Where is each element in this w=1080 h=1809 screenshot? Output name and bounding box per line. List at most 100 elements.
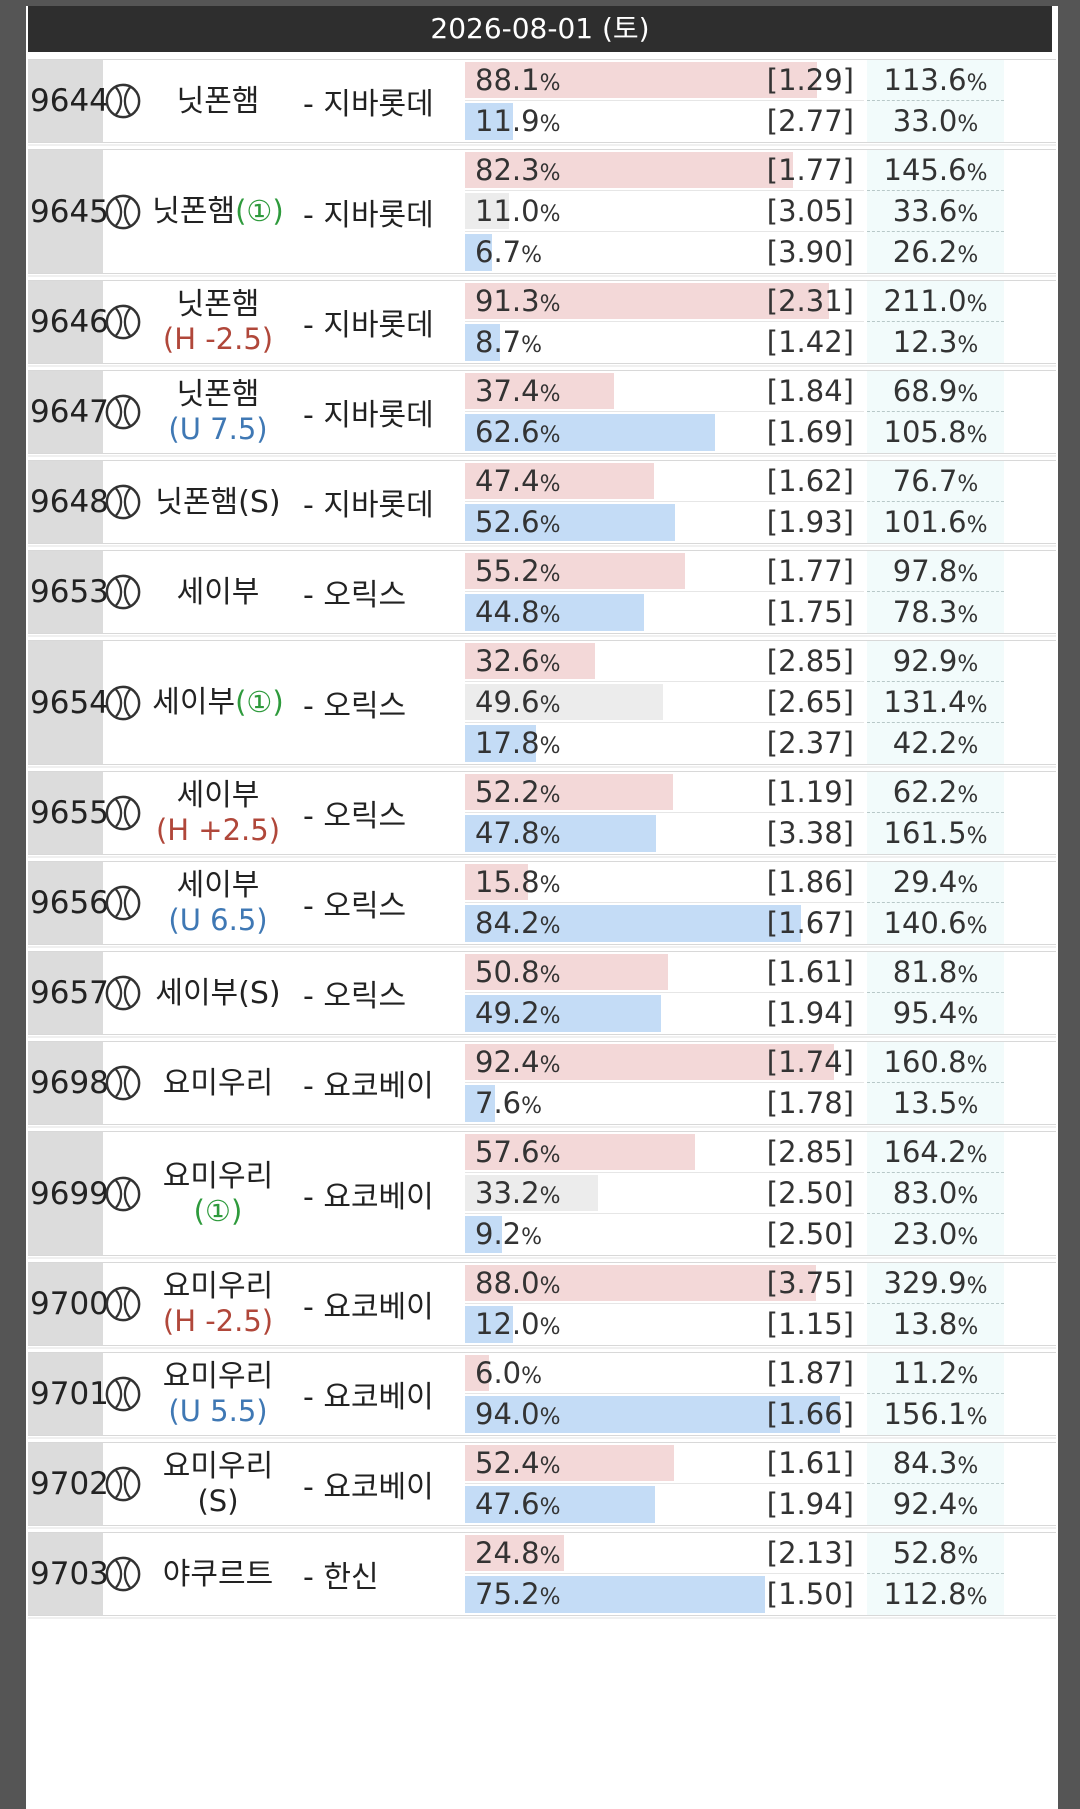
bet-distribution: 57.6% [2.85] 33.2% [2.50] 9.2% [2.50] bbox=[465, 1132, 864, 1255]
game-row[interactable]: 9648 닛폰햄(S) - 지바롯데 47.4% [1.62] 52.6% [1.93] 76… bbox=[28, 460, 1056, 547]
handicap-label: (S) bbox=[197, 1484, 239, 1518]
bet-option-home[interactable]: 32.6% [2.85] bbox=[465, 641, 864, 682]
return-value: 112.8 bbox=[883, 1577, 967, 1611]
odds-value: [1.62] bbox=[766, 464, 854, 498]
game-number: 9698 bbox=[28, 1042, 109, 1124]
bet-option-home[interactable]: 82.3% [1.77] bbox=[465, 150, 864, 191]
bet-option-away[interactable]: 44.8% [1.75] bbox=[465, 592, 864, 633]
game-row[interactable]: 9701 요미우리 (U 5.5) - 요코베이 6.0% [1.87] 94.0% [1.6… bbox=[28, 1352, 1056, 1439]
bet-option-draw[interactable]: 11.0% [3.05] bbox=[465, 191, 864, 232]
bet-option-home[interactable]: 92.4% [1.74] bbox=[465, 1042, 864, 1083]
return-unit: % bbox=[957, 603, 979, 628]
bet-option-away[interactable]: 52.6% [1.93] bbox=[465, 502, 864, 543]
game-row[interactable]: 9698 요미우리 - 요코베이 92.4% [1.74] 7.6% [1.78] 160.8… bbox=[28, 1041, 1056, 1128]
bet-option-away[interactable]: 8.7% [1.42] bbox=[465, 322, 864, 363]
game-row[interactable]: 9644 닛폰햄 - 지바롯데 88.1% [1.29] 11.9% [2.77] 113.6… bbox=[28, 59, 1056, 146]
bet-option-home[interactable]: 6.0% [1.87] bbox=[465, 1353, 864, 1394]
return-value: 68.9 bbox=[892, 374, 958, 408]
game-row[interactable]: 9646 닛폰햄 (H -2.5) - 지바롯데 91.3% [2.31] 8.7% [1.4… bbox=[28, 280, 1056, 367]
return-unit: % bbox=[957, 1315, 979, 1340]
baseball-icon bbox=[103, 281, 143, 363]
percent-value: 11.9 bbox=[475, 104, 540, 138]
bet-option-home[interactable]: 50.8% [1.61] bbox=[465, 952, 864, 993]
game-row[interactable]: 9656 세이부 (U 6.5) - 오릭스 15.8% [1.86] 84.2% [1.67… bbox=[28, 861, 1056, 948]
game-row[interactable]: 9654 세이부(①) - 오릭스 32.6% [2.85] 49.6% [2.65] 17.… bbox=[28, 640, 1056, 768]
game-number: 9654 bbox=[28, 641, 109, 764]
game-row[interactable]: 9699 요미우리 (①) - 요코베이 57.6% [2.85] 33.2% [2.50] 9… bbox=[28, 1131, 1056, 1259]
bet-option-home[interactable]: 57.6% [2.85] bbox=[465, 1132, 864, 1173]
bet-option-away[interactable]: 11.9% [2.77] bbox=[465, 101, 864, 142]
bet-option-home[interactable]: 88.0% [3.75] bbox=[465, 1263, 864, 1304]
return-column: 68.9% 105.8% bbox=[867, 371, 1004, 453]
bet-share-bar bbox=[465, 1306, 513, 1343]
bet-option-away[interactable]: 6.7% [3.90] bbox=[465, 232, 864, 273]
handicap-label: (U 6.5) bbox=[168, 903, 268, 937]
percent-value: 57.6 bbox=[475, 1135, 540, 1169]
bet-option-away[interactable]: 84.2% [1.67] bbox=[465, 903, 864, 944]
bet-option-away[interactable]: 47.8% [3.38] bbox=[465, 813, 864, 854]
home-team-name: 세이부(①) bbox=[152, 685, 283, 720]
handicap-label: (①) bbox=[235, 685, 284, 719]
bet-option-away[interactable]: 7.6% [1.78] bbox=[465, 1083, 864, 1124]
bet-share-percent: 33.2% bbox=[475, 1173, 560, 1217]
bet-option-away[interactable]: 47.6% [1.94] bbox=[465, 1484, 864, 1525]
bet-option-home[interactable]: 52.2% [1.19] bbox=[465, 772, 864, 813]
bet-option-away[interactable]: 75.2% [1.50] bbox=[465, 1574, 864, 1615]
bet-share-bar bbox=[465, 905, 801, 942]
home-team: 닛폰햄 (U 7.5) bbox=[143, 371, 293, 453]
bet-option-home[interactable]: 47.4% [1.62] bbox=[465, 461, 864, 502]
game-row[interactable]: 9655 세이부 (H +2.5) - 오릭스 52.2% [1.19] 47.8% [3.3… bbox=[28, 771, 1056, 858]
game-row[interactable]: 9653 세이부 - 오릭스 55.2% [1.77] 44.8% [1.75] 97.8% 7… bbox=[28, 550, 1056, 637]
bet-option-home[interactable]: 88.1% [1.29] bbox=[465, 60, 864, 101]
home-team-label: 요미우리 bbox=[162, 1269, 274, 1304]
game-row[interactable]: 9657 세이부(S) - 오릭스 50.8% [1.61] 49.2% [1.94] 81.… bbox=[28, 951, 1056, 1038]
bet-option-home[interactable]: 52.4% [1.61] bbox=[465, 1443, 864, 1484]
return-column: 160.8% 13.5% bbox=[867, 1042, 1004, 1124]
bet-distribution: 50.8% [1.61] 49.2% [1.94] bbox=[465, 952, 864, 1034]
percent-value: 9.2 bbox=[475, 1217, 522, 1251]
return-rate: 81.8% bbox=[867, 952, 1004, 993]
percent-unit: % bbox=[521, 1225, 543, 1250]
percent-unit: % bbox=[539, 472, 561, 497]
odds-value: [1.15] bbox=[766, 1307, 854, 1341]
game-row[interactable]: 9645 닛폰햄(①) - 지바롯데 82.3% [1.77] 11.0% [3.05] 6.… bbox=[28, 149, 1056, 277]
bet-option-away[interactable]: 49.2% [1.94] bbox=[465, 993, 864, 1034]
return-value: 13.5 bbox=[892, 1086, 958, 1120]
away-team: - 요코베이 bbox=[303, 1380, 434, 1415]
home-team: 요미우리 (U 5.5) bbox=[143, 1353, 293, 1435]
bet-option-home[interactable]: 55.2% [1.77] bbox=[465, 551, 864, 592]
game-row[interactable]: 9700 요미우리 (H -2.5) - 요코베이 88.0% [3.75] 12.0% [1… bbox=[28, 1262, 1056, 1349]
percent-value: 17.8 bbox=[475, 726, 540, 760]
percent-unit: % bbox=[539, 1315, 561, 1340]
bet-option-away[interactable]: 17.8% [2.37] bbox=[465, 723, 864, 764]
baseball-icon bbox=[103, 1353, 143, 1435]
handicap-line: (U 7.5) bbox=[168, 412, 267, 447]
percent-value: 49.2 bbox=[475, 996, 540, 1030]
bet-option-home[interactable]: 37.4% [1.84] bbox=[465, 371, 864, 412]
bet-distribution: 37.4% [1.84] 62.6% [1.69] bbox=[465, 371, 864, 453]
return-unit: % bbox=[966, 71, 988, 96]
return-rate: 76.7% bbox=[867, 461, 1004, 502]
bet-option-draw[interactable]: 33.2% [2.50] bbox=[465, 1173, 864, 1214]
odds-value: [1.61] bbox=[766, 1446, 854, 1480]
bet-share-bar bbox=[465, 1175, 598, 1211]
bet-share-percent: 82.3% bbox=[475, 150, 560, 194]
bet-option-home[interactable]: 15.8% [1.86] bbox=[465, 862, 864, 903]
odds-value: [1.94] bbox=[766, 996, 854, 1030]
percent-value: 84.2 bbox=[475, 906, 540, 940]
bet-share-percent: 75.2% bbox=[475, 1574, 560, 1618]
bet-option-away[interactable]: 62.6% [1.69] bbox=[465, 412, 864, 453]
return-column: 92.9% 131.4% 42.2% bbox=[867, 641, 1004, 764]
bet-option-draw[interactable]: 49.6% [2.65] bbox=[465, 682, 864, 723]
bet-option-home[interactable]: 91.3% [2.31] bbox=[465, 281, 864, 322]
bet-option-home[interactable]: 24.8% [2.13] bbox=[465, 1533, 864, 1574]
bet-share-percent: 6.7% bbox=[475, 232, 542, 276]
bet-option-away[interactable]: 12.0% [1.15] bbox=[465, 1304, 864, 1345]
game-row[interactable]: 9647 닛폰햄 (U 7.5) - 지바롯데 37.4% [1.84] 62.6% [1.6… bbox=[28, 370, 1056, 457]
bet-option-away[interactable]: 94.0% [1.66] bbox=[465, 1394, 864, 1435]
home-team-name: 세이부 bbox=[177, 575, 260, 610]
game-row[interactable]: 9702 요미우리 (S) - 요코베이 52.4% [1.61] 47.6% [1.94] 8… bbox=[28, 1442, 1056, 1529]
bet-option-away[interactable]: 9.2% [2.50] bbox=[465, 1214, 864, 1255]
game-row[interactable]: 9703 야쿠르트 - 한신 24.8% [2.13] 75.2% [1.50] 52.8% 1… bbox=[28, 1532, 1056, 1619]
baseball-icon bbox=[103, 461, 143, 543]
